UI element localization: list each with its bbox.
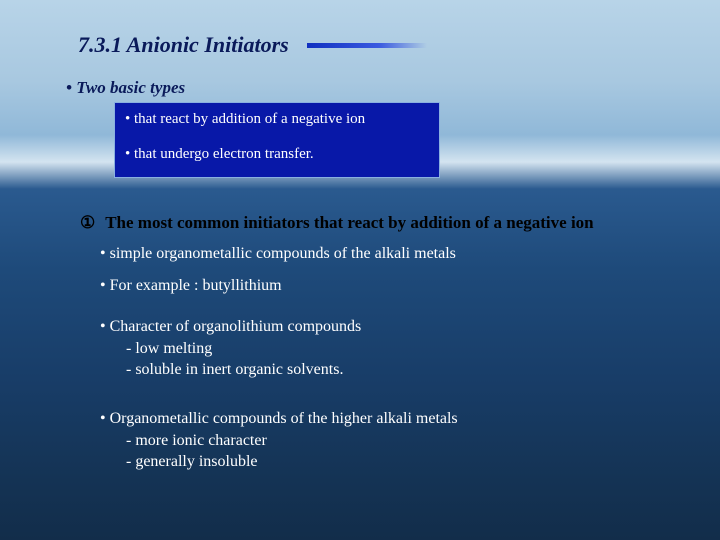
types-box-line-1: • that react by addition of a negative i… <box>125 111 429 128</box>
bullet-3-sub-1: - low melting <box>100 338 361 360</box>
bullet-1: • simple organometallic compounds of the… <box>100 243 456 265</box>
section-heading: ① The most common initiators that react … <box>80 213 594 233</box>
types-box-line-2: • that undergo electron transfer. <box>125 146 429 163</box>
types-box: • that react by addition of a negative i… <box>114 102 440 178</box>
bullet-4-sub-2: - generally insoluble <box>100 451 458 473</box>
circled-number-icon: ① <box>80 213 95 233</box>
bullet-4: • Organometallic compounds of the higher… <box>100 408 458 473</box>
bullet-4-sub-1: - more ionic character <box>100 430 458 452</box>
bullet-2: • For example : butyllithium <box>100 275 282 297</box>
subtitle: • Two basic types <box>66 78 185 98</box>
slide-title: 7.3.1 Anionic Initiators <box>78 32 289 58</box>
bullet-3: • Character of organolithium compounds -… <box>100 316 361 381</box>
bullet-3-sub-2: - soluble in inert organic solvents. <box>100 359 361 381</box>
bullet-4-head: • Organometallic compounds of the higher… <box>100 408 458 430</box>
bullet-3-head: • Character of organolithium compounds <box>100 316 361 338</box>
title-row: 7.3.1 Anionic Initiators <box>78 32 427 58</box>
slide: 7.3.1 Anionic Initiators • Two basic typ… <box>0 0 720 540</box>
section-heading-text: The most common initiators that react by… <box>105 213 593 232</box>
title-underline <box>307 43 427 48</box>
